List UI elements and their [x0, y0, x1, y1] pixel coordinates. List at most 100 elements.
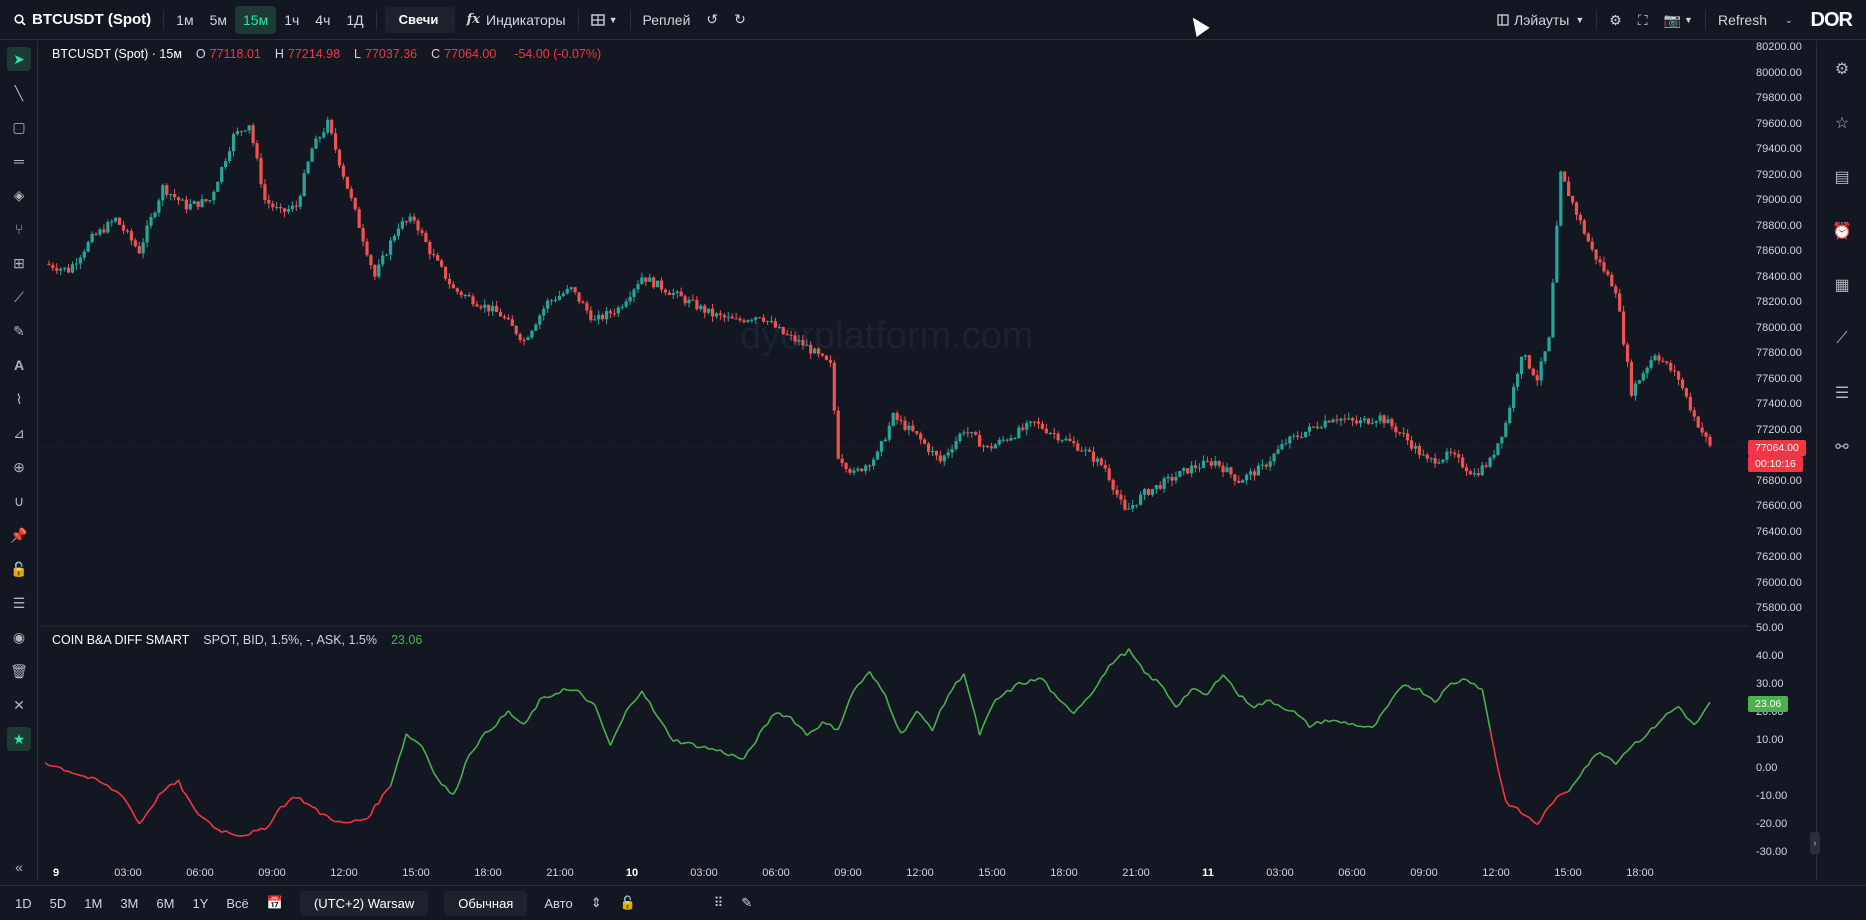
candle-body — [1260, 464, 1264, 466]
chart-type-selector[interactable]: Свечи — [381, 6, 459, 34]
sidebar-watchlist[interactable]: ☆ — [1830, 111, 1854, 135]
indicator-segment — [122, 797, 129, 804]
range-button[interactable]: 6M — [156, 895, 175, 911]
symbol-search[interactable]: BTCUSDT (Spot) — [0, 6, 159, 34]
sidebar-trend[interactable]: ⟋ — [1830, 327, 1854, 351]
grid-tool[interactable]: ⊞ — [7, 251, 31, 275]
fullscreen-button[interactable]: ⛶ — [1630, 6, 1656, 34]
interval-button[interactable]: 1м — [176, 11, 194, 28]
interval-button[interactable]: 5м — [209, 11, 227, 28]
zoom-tool[interactable]: ⊕ — [7, 455, 31, 479]
layouts-button[interactable]: Лэйауты ▼ — [1489, 6, 1592, 34]
undo-button[interactable]: ↺ — [698, 6, 726, 34]
layout-grid-button[interactable]: ▼ — [583, 6, 626, 34]
candle-body — [938, 455, 942, 462]
indicator-segment — [1144, 672, 1149, 676]
candle-body — [1692, 410, 1696, 417]
candle-body — [604, 311, 609, 320]
candle-body — [510, 319, 514, 326]
indicator-segment — [1026, 679, 1032, 685]
indicator-legend[interactable]: COIN B&A DIFF SMART SPOT, BID, 1.5%, -, … — [52, 633, 422, 647]
redo-button[interactable]: ↻ — [726, 6, 754, 34]
interval-button[interactable]: 4ч — [315, 11, 331, 28]
go-to-date-button[interactable]: 📅 — [258, 895, 292, 911]
refresh-button[interactable]: Refresh ⌄ — [1710, 6, 1801, 34]
indicator-segment — [1434, 698, 1440, 703]
candle-body — [1166, 476, 1170, 479]
indicator-tool[interactable]: ⟋ — [7, 285, 31, 309]
text-tool[interactable]: A — [7, 353, 31, 377]
candle-body — [184, 199, 188, 210]
candle-body — [813, 348, 817, 354]
candle-body — [475, 304, 479, 307]
fib-tool[interactable]: ═ — [7, 149, 31, 173]
candle-body — [997, 439, 1001, 445]
indicator-segment — [299, 797, 305, 804]
pin-tool[interactable]: 📌 — [7, 523, 31, 547]
close-tool[interactable]: ✕ — [7, 693, 31, 717]
brush-tool[interactable]: ✎ — [7, 319, 31, 343]
magnet-tool[interactable]: ∪ — [7, 489, 31, 513]
pattern-tool[interactable]: ⑂ — [7, 217, 31, 241]
replay-button[interactable]: Реплей — [635, 6, 699, 34]
range-button[interactable]: 1M — [84, 895, 103, 911]
indicator-segment — [1187, 688, 1193, 696]
range-button[interactable]: 3M — [120, 895, 139, 911]
range-button[interactable]: 1D — [15, 895, 32, 911]
candle-body — [1178, 471, 1182, 477]
indicator-segment — [743, 750, 749, 759]
draw-button[interactable]: ✎ — [732, 895, 761, 911]
indicators-button[interactable]: fx Индикаторы — [459, 6, 574, 34]
object-tree-tool[interactable]: ☰ — [7, 591, 31, 615]
range-button[interactable]: 1Y — [192, 895, 209, 911]
range-button[interactable]: Всё — [226, 895, 249, 911]
sidebar-settings[interactable]: ⚙ — [1830, 57, 1854, 81]
sidebar-notes[interactable]: ▤ — [1830, 165, 1854, 189]
last-price-tag: 77064.00 — [1748, 440, 1806, 456]
lock-tool[interactable]: 🔓 — [7, 557, 31, 581]
settings-button[interactable]: ⚙ — [1601, 6, 1630, 34]
candle-body — [754, 317, 758, 320]
sidebar-alerts[interactable]: ⏰ — [1830, 219, 1854, 243]
indicator-segment — [770, 712, 776, 718]
sidebar-share[interactable]: ⚯ — [1830, 435, 1854, 459]
shape-tool[interactable]: ▢ — [7, 115, 31, 139]
candle-body — [1390, 419, 1394, 427]
interval-button[interactable]: 1ч — [284, 11, 300, 28]
trend-line-tool[interactable]: ╲ — [7, 81, 31, 105]
cursor-tool[interactable]: ➤ — [7, 47, 31, 71]
range-button[interactable]: 5D — [49, 895, 67, 911]
candle-body — [1048, 432, 1052, 434]
candle-body — [1162, 478, 1166, 489]
sidebar-orderbook[interactable]: ☰ — [1830, 381, 1854, 405]
indicator-segment — [225, 830, 230, 834]
scale-mode-selector[interactable]: Обычная — [444, 890, 528, 916]
candle-body — [679, 291, 683, 297]
snapshot-button[interactable]: 📷 ▼ — [1656, 6, 1701, 34]
indicator-segment — [233, 833, 238, 837]
scale-handle-button[interactable]: ⇕ — [582, 895, 611, 911]
layers-tool[interactable]: ◈ — [7, 183, 31, 207]
delete-tool[interactable]: 🗑 — [7, 659, 31, 683]
drag-handle[interactable]: ⠿ — [705, 895, 733, 911]
visibility-tool[interactable]: ◉ — [7, 625, 31, 649]
pulse-tool[interactable]: ⌇ — [7, 387, 31, 411]
interval-button[interactable]: 15м — [235, 5, 277, 34]
indicator-segment — [1662, 713, 1668, 719]
indicator-axis-label: -30.00 — [1756, 846, 1788, 858]
auto-scale-button[interactable]: Авто — [544, 895, 573, 911]
ruler-tool[interactable]: ⊿ — [7, 421, 31, 445]
indicator-segment — [193, 807, 199, 815]
collapse-toolbar[interactable]: « — [7, 855, 31, 879]
indicator-segment — [142, 812, 148, 820]
timezone-selector[interactable]: (UTC+2) Warsaw — [299, 890, 429, 916]
lock-scale-button[interactable]: 🔓 — [611, 895, 645, 911]
interval-button[interactable]: 1Д — [346, 11, 364, 28]
sidebar-news[interactable]: ▦ — [1830, 273, 1854, 297]
candle-body — [549, 300, 554, 302]
collapse-pane-button[interactable]: › — [1810, 832, 1820, 854]
candle-body — [275, 206, 279, 208]
favorites-tool[interactable]: ★ — [7, 727, 31, 751]
candle-body — [259, 158, 263, 185]
price-chart[interactable] — [40, 41, 1748, 861]
